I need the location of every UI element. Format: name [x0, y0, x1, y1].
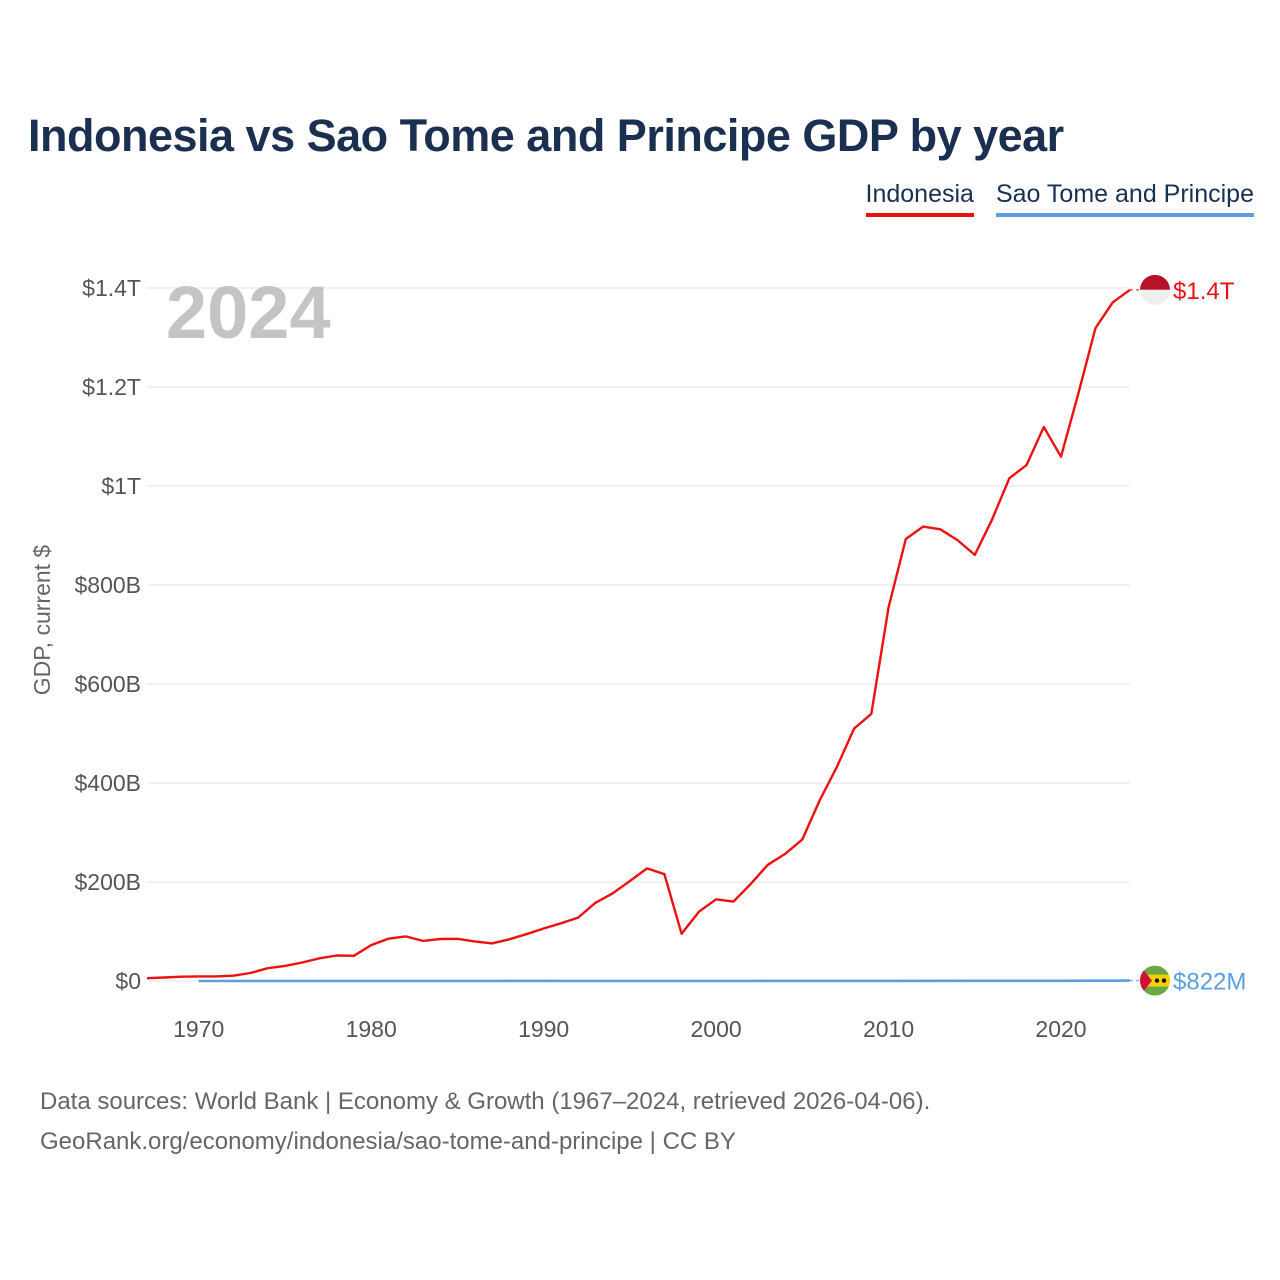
y-tick-label: $0	[115, 968, 141, 994]
y-tick-label: $200B	[74, 869, 141, 895]
footer: Data sources: World Bank | Economy & Gro…	[40, 1082, 930, 1162]
end-value-label: $1.4T	[1173, 278, 1235, 305]
end-value-label: $822M	[1173, 969, 1246, 996]
y-tick-label: $400B	[74, 770, 141, 796]
y-tick-label: $1.2T	[82, 374, 141, 400]
x-tick-label: 2020	[1035, 1016, 1086, 1042]
x-tick-label: 2010	[863, 1016, 914, 1042]
legend-item-sao-tome-and-principe[interactable]: Sao Tome and Principe	[995, 180, 1254, 217]
gdp-line-chart: 2024 GDP, current $ $0 $200B $400B $600B $80…	[29, 271, 1246, 1042]
data-source-text: Data sources: World Bank | Economy & Gro…	[40, 1088, 931, 1115]
gridlines	[147, 287, 1130, 982]
x-tick-label: 1970	[173, 1016, 224, 1042]
y-tick-label: $1T	[101, 473, 141, 499]
y-tick-label: $1.4T	[82, 275, 141, 301]
x-tick-label: 2000	[691, 1016, 742, 1042]
series-end-markers: $1.4T $822M	[1130, 274, 1246, 996]
legend-item-indonesia[interactable]: Indonesia	[865, 180, 974, 217]
y-axis: $0 $200B $400B $600B $800B $1T $1.2T $1.4T	[74, 275, 141, 994]
y-axis-label: GDP, current $	[29, 545, 55, 696]
indonesia-flag-icon	[1140, 274, 1170, 305]
series-lines	[146, 288, 1131, 983]
x-axis: 1970 1980 1990 2000 2010 2020	[173, 1016, 1086, 1042]
x-tick-label: 1990	[518, 1016, 569, 1042]
sao-tome-and-principe-flag-icon	[1140, 965, 1170, 996]
legend: Indonesia Sao Tome and Principe	[865, 180, 1254, 217]
chart-title: Indonesia vs Sao Tome and Principe GDP b…	[28, 110, 1064, 161]
y-tick-label: $800B	[74, 572, 141, 598]
attribution-link[interactable]: GeoRank.org/economy/indonesia/sao-tome-a…	[40, 1128, 736, 1155]
x-tick-label: 1980	[346, 1016, 397, 1042]
current-year-label: 2024	[166, 271, 331, 354]
series-line-indonesia	[146, 288, 1131, 980]
y-tick-label: $600B	[74, 671, 141, 697]
